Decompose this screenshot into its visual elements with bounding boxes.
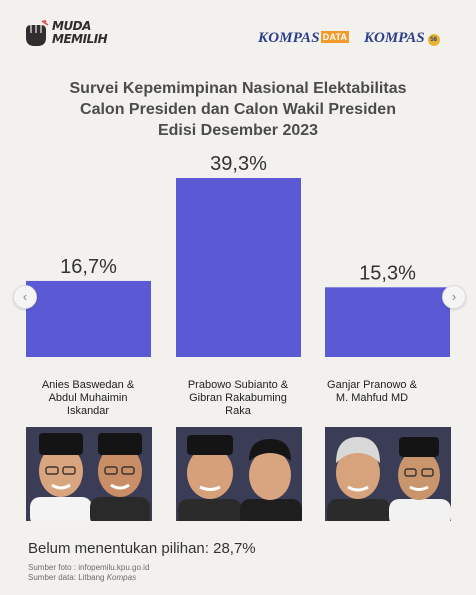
portrait-anies	[30, 433, 92, 521]
carousel-prev-button[interactable]: ‹	[13, 285, 37, 309]
candidate-2-line-3: Raka	[225, 405, 251, 417]
portrait-mahfud	[389, 437, 451, 521]
kompas-data-logo: KOMPAS DATA	[258, 30, 350, 46]
candidate-photo-1	[26, 427, 152, 521]
candidate-photo-2	[176, 427, 302, 521]
muda-memilih-wordmark: MUDA MEMILIH	[52, 19, 108, 46]
candidate-3-line-1: Ganjar Pranowo &	[327, 379, 417, 391]
candidate-2-line-1: Prabowo Subianto &	[187, 379, 289, 391]
portrait-pair-3	[327, 437, 451, 521]
bar-3	[325, 287, 450, 357]
portrait-gibran	[240, 439, 302, 521]
kompas-logo: KOMPAS 58	[364, 30, 440, 47]
fist-icon	[26, 20, 49, 46]
portrait-pair-2	[178, 435, 302, 521]
photo-source: Sumber foto : infopemilu.kpu.go.id	[28, 563, 150, 572]
portrait-muhaimin	[90, 433, 150, 521]
portrait-prabowo	[178, 435, 242, 521]
bar-2	[176, 178, 301, 357]
candidate-name-1: Anies Baswedan & Abdul Muhaimin Iskandar	[18, 379, 158, 418]
candidate-2-line-2: Gibran Rakabuming	[189, 392, 287, 404]
candidate-1-line-3: Iskandar	[66, 405, 110, 417]
data-source-publisher: Kompas	[106, 573, 137, 582]
data-tag: DATA	[320, 31, 350, 43]
bar-1	[26, 280, 151, 357]
undecided-share: Belum menentukan pilihan: 28,7%	[28, 540, 256, 557]
chevron-left-icon: ‹	[22, 289, 28, 304]
candidate-1-line-1: Anies Baswedan &	[41, 379, 135, 391]
candidate-photo-3	[325, 427, 451, 521]
data-source: Sumber data: Litbang Kompas	[28, 573, 136, 582]
candidate-3-line-2: M. Mahfud MD	[335, 392, 409, 404]
chart-title-line-3: Edisi Desember 2023	[157, 122, 319, 139]
chevron-right-icon: ›	[451, 289, 457, 304]
candidate-name-3: Ganjar Pranowo & M. Mahfud MD	[302, 379, 442, 405]
portrait-ganjar	[327, 437, 391, 521]
kompas-wordmark: KOMPAS	[364, 30, 425, 46]
bar-value-label-1: 16,7%	[60, 256, 117, 278]
chart-title-line-1: Survei Kepemimpinan Nasional Elektabilit…	[69, 80, 407, 97]
kompas-data-wordmark: KOMPAS	[258, 30, 320, 46]
chart-title-line-2: Calon Presiden dan Calon Wakil Presiden	[80, 101, 396, 118]
anniversary-badge: 58	[427, 34, 440, 46]
carousel-next-button[interactable]: ›	[442, 285, 466, 309]
bar-value-label-3: 15,3%	[359, 262, 416, 284]
muda-memilih-logo: MUDA MEMILIH	[22, 14, 108, 54]
portrait-pair-1	[30, 433, 150, 521]
candidate-name-2: Prabowo Subianto & Gibran Rakabuming Rak…	[168, 379, 308, 418]
bar-value-label-2: 39,3%	[210, 153, 267, 175]
data-source-prefix: Sumber data: Litbang	[28, 573, 107, 582]
candidate-1-line-2: Abdul Muhaimin	[48, 392, 128, 404]
